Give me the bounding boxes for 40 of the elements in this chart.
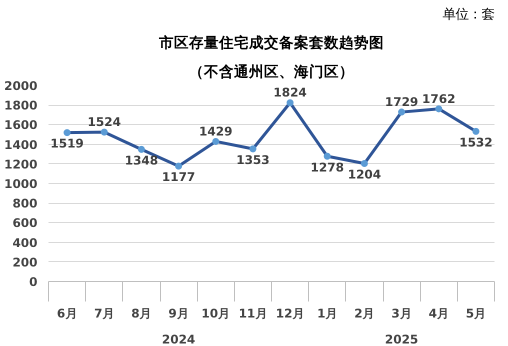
data-label: 1762: [422, 92, 456, 106]
chart-subtitle: （不含通州区、海门区）: [189, 62, 354, 80]
text: 2025: [384, 332, 418, 346]
data-label: 1429: [199, 124, 232, 138]
y-tick-label: 1800: [4, 98, 38, 113]
data-label: 1278: [310, 160, 344, 174]
data-label: 1524: [88, 115, 121, 130]
y-tick-label: 1200: [4, 157, 38, 172]
x-tick-label: 12月: [276, 306, 304, 320]
data-label: 1353: [236, 152, 270, 167]
text: 2024: [162, 332, 196, 346]
y-tick-label: 800: [12, 196, 38, 211]
y-tick-label: 1000: [4, 177, 38, 191]
x-tick-label: 9月: [168, 306, 189, 320]
x-tick-label: 11月: [238, 306, 268, 320]
y-tick-label: 1400: [4, 138, 38, 152]
data-label: 1204: [348, 168, 382, 182]
data-label: 1824: [273, 86, 307, 100]
x-tick-label: 8月: [131, 306, 152, 320]
data-label: 1519: [50, 136, 84, 151]
data-label: 1729: [384, 95, 418, 110]
data-label: 1177: [162, 170, 196, 184]
x-tick-label: 6月: [56, 306, 78, 320]
x-tick-label: 1月: [317, 306, 338, 320]
y-tick-label: 200: [12, 255, 38, 270]
x-tick-label: 3月: [391, 306, 412, 320]
y-tick-label: 600: [12, 216, 38, 230]
x-tick-label: 10月: [201, 306, 230, 320]
chart-title: 市区存量住宅成交备案套数趋势图: [158, 34, 384, 52]
text: 单位：套: [442, 8, 494, 22]
x-tick-label: 2月: [354, 306, 375, 320]
y-tick-label: 1600: [4, 118, 38, 132]
y-tick-label: 400: [12, 236, 38, 250]
data-label: 1532: [459, 135, 493, 150]
y-tick-label: 0: [29, 275, 38, 289]
x-tick-label: 5月: [466, 306, 486, 320]
x-tick-label: 4月: [428, 306, 449, 320]
x-tick-label: 7月: [94, 306, 114, 320]
y-tick-label: 2000: [4, 79, 38, 93]
data-label: 1348: [124, 153, 158, 168]
